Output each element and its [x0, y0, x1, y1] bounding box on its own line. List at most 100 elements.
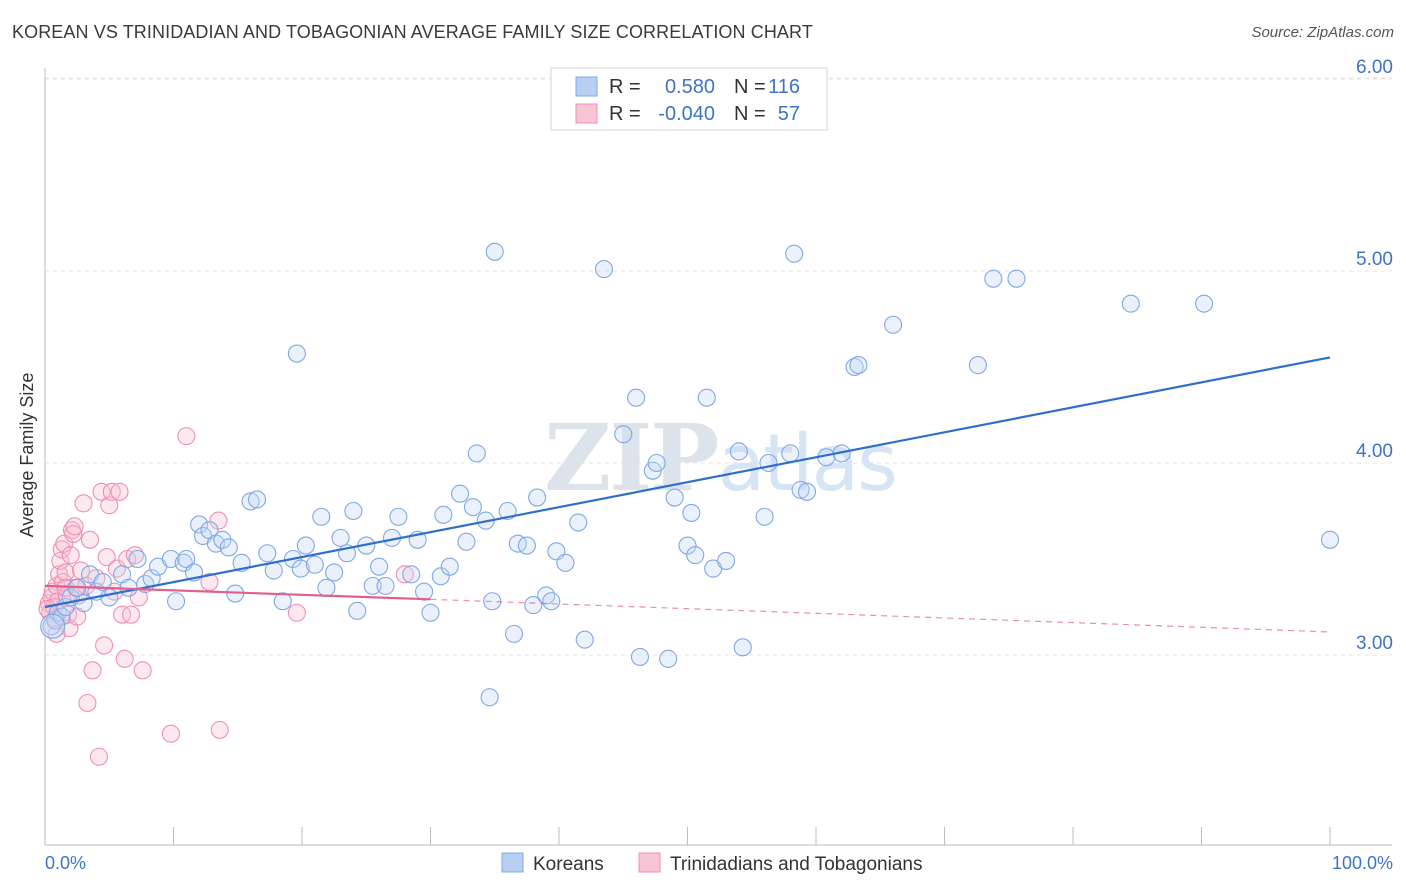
korean-point [348, 601, 367, 620]
korean-point [504, 624, 524, 643]
korean-point [1007, 269, 1026, 288]
trini-point [55, 534, 74, 553]
korean-point [389, 507, 408, 526]
korean-point [659, 649, 678, 668]
korean-point [317, 578, 336, 597]
korean-point [177, 549, 196, 569]
korean-point [258, 544, 277, 563]
korean-point [665, 488, 684, 507]
trini-point [210, 720, 229, 739]
korean-point [376, 576, 395, 595]
korean-point [1195, 294, 1214, 313]
korean-point [296, 536, 315, 555]
korean-point [849, 356, 868, 375]
korean-point [733, 638, 752, 657]
trini-point [209, 511, 228, 530]
legend-n-value-1: 116 [768, 76, 800, 98]
korean-point [729, 442, 748, 461]
legend-r-value-2: -0.040 [658, 103, 715, 125]
korean-point [781, 444, 800, 463]
trini-point [102, 482, 121, 501]
trini-point [83, 661, 102, 680]
y-tick-label: 3.00 [1356, 633, 1393, 654]
korean-point [556, 553, 575, 572]
trini-point [133, 661, 152, 680]
trini-point [92, 482, 111, 501]
trini-point [64, 524, 83, 544]
korean-legend-swatch [575, 76, 598, 97]
korean-point [785, 244, 804, 263]
korean-point [370, 557, 389, 576]
korean-point [755, 507, 774, 526]
legend-r-value-1: 0.580 [665, 76, 715, 98]
watermark-zip: ZIP [544, 404, 717, 512]
korean-points [40, 242, 1340, 707]
korean-point [52, 607, 71, 626]
korean-point [797, 482, 817, 501]
legend-r-label-2: R = [609, 103, 641, 125]
korean-point [402, 565, 421, 584]
trini-point [80, 530, 100, 549]
korean-point [480, 688, 499, 707]
y-axis-title: Average Family Size [17, 373, 37, 538]
legend-n-value-2: 57 [778, 103, 800, 125]
korean-point [686, 546, 705, 565]
trini-point [100, 496, 119, 515]
korean-point [517, 536, 536, 555]
trini-point [122, 605, 141, 624]
korean-point [312, 507, 331, 526]
trini-trend-extension [430, 598, 1331, 633]
korean-point [93, 572, 112, 592]
korean-point [325, 563, 344, 582]
koreans-legend-label: Koreans [533, 854, 604, 875]
legend-n-label-2: N = [734, 103, 766, 125]
trini-point [95, 636, 114, 655]
korean-point [697, 388, 716, 407]
trend-lines [44, 356, 1331, 633]
x-tick-label-start: 0.0% [45, 853, 86, 873]
korean-point [434, 505, 453, 524]
korean-point [1320, 530, 1340, 549]
trini-point [56, 563, 75, 582]
trini-legend-swatch [575, 103, 598, 124]
x-tick-label-end: 100.0% [1332, 853, 1393, 873]
correlation-legend: R = 0.580 N = 116 R = -0.040 N = 57 [550, 67, 828, 131]
korean-point [594, 260, 614, 279]
korean-point [569, 513, 588, 532]
korean-point [415, 582, 434, 601]
korean-point [1121, 294, 1140, 313]
trini-point [78, 693, 97, 713]
axes [44, 68, 1392, 846]
korean-point [678, 536, 697, 555]
korean-point [431, 567, 450, 586]
legend-r-label-1: R = [609, 76, 641, 98]
korean-point [791, 480, 810, 499]
korean-point [273, 592, 292, 611]
korean-point [483, 592, 502, 611]
korean-point [542, 592, 561, 611]
korean-point [485, 242, 504, 261]
y-tick-label: 5.00 [1356, 249, 1393, 270]
source-label: Source: ZipAtlas.com [1251, 24, 1394, 41]
trini-legend-swatch-bottom [638, 852, 661, 873]
trini-point [115, 649, 134, 668]
trinidadian-points [38, 427, 414, 766]
korean-point [440, 557, 459, 576]
trini-point [161, 724, 180, 743]
korean-point [716, 551, 736, 570]
trini-point [61, 546, 80, 565]
korean-point [190, 515, 209, 534]
korean-point [451, 484, 470, 503]
korean-point [528, 488, 547, 507]
trini-legend-label: Trinidadians and Tobagonians [670, 854, 922, 875]
trini-point [74, 494, 93, 513]
korean-point [241, 492, 260, 511]
korean-point [630, 647, 650, 666]
trini-trend-line [44, 584, 431, 601]
trini-point [65, 517, 84, 536]
korean-point [968, 356, 987, 375]
korean-point [291, 559, 310, 578]
x-tick-labels: 0.0% 100.0% [45, 853, 1393, 873]
korean-point [305, 555, 324, 574]
trini-point [395, 565, 414, 584]
